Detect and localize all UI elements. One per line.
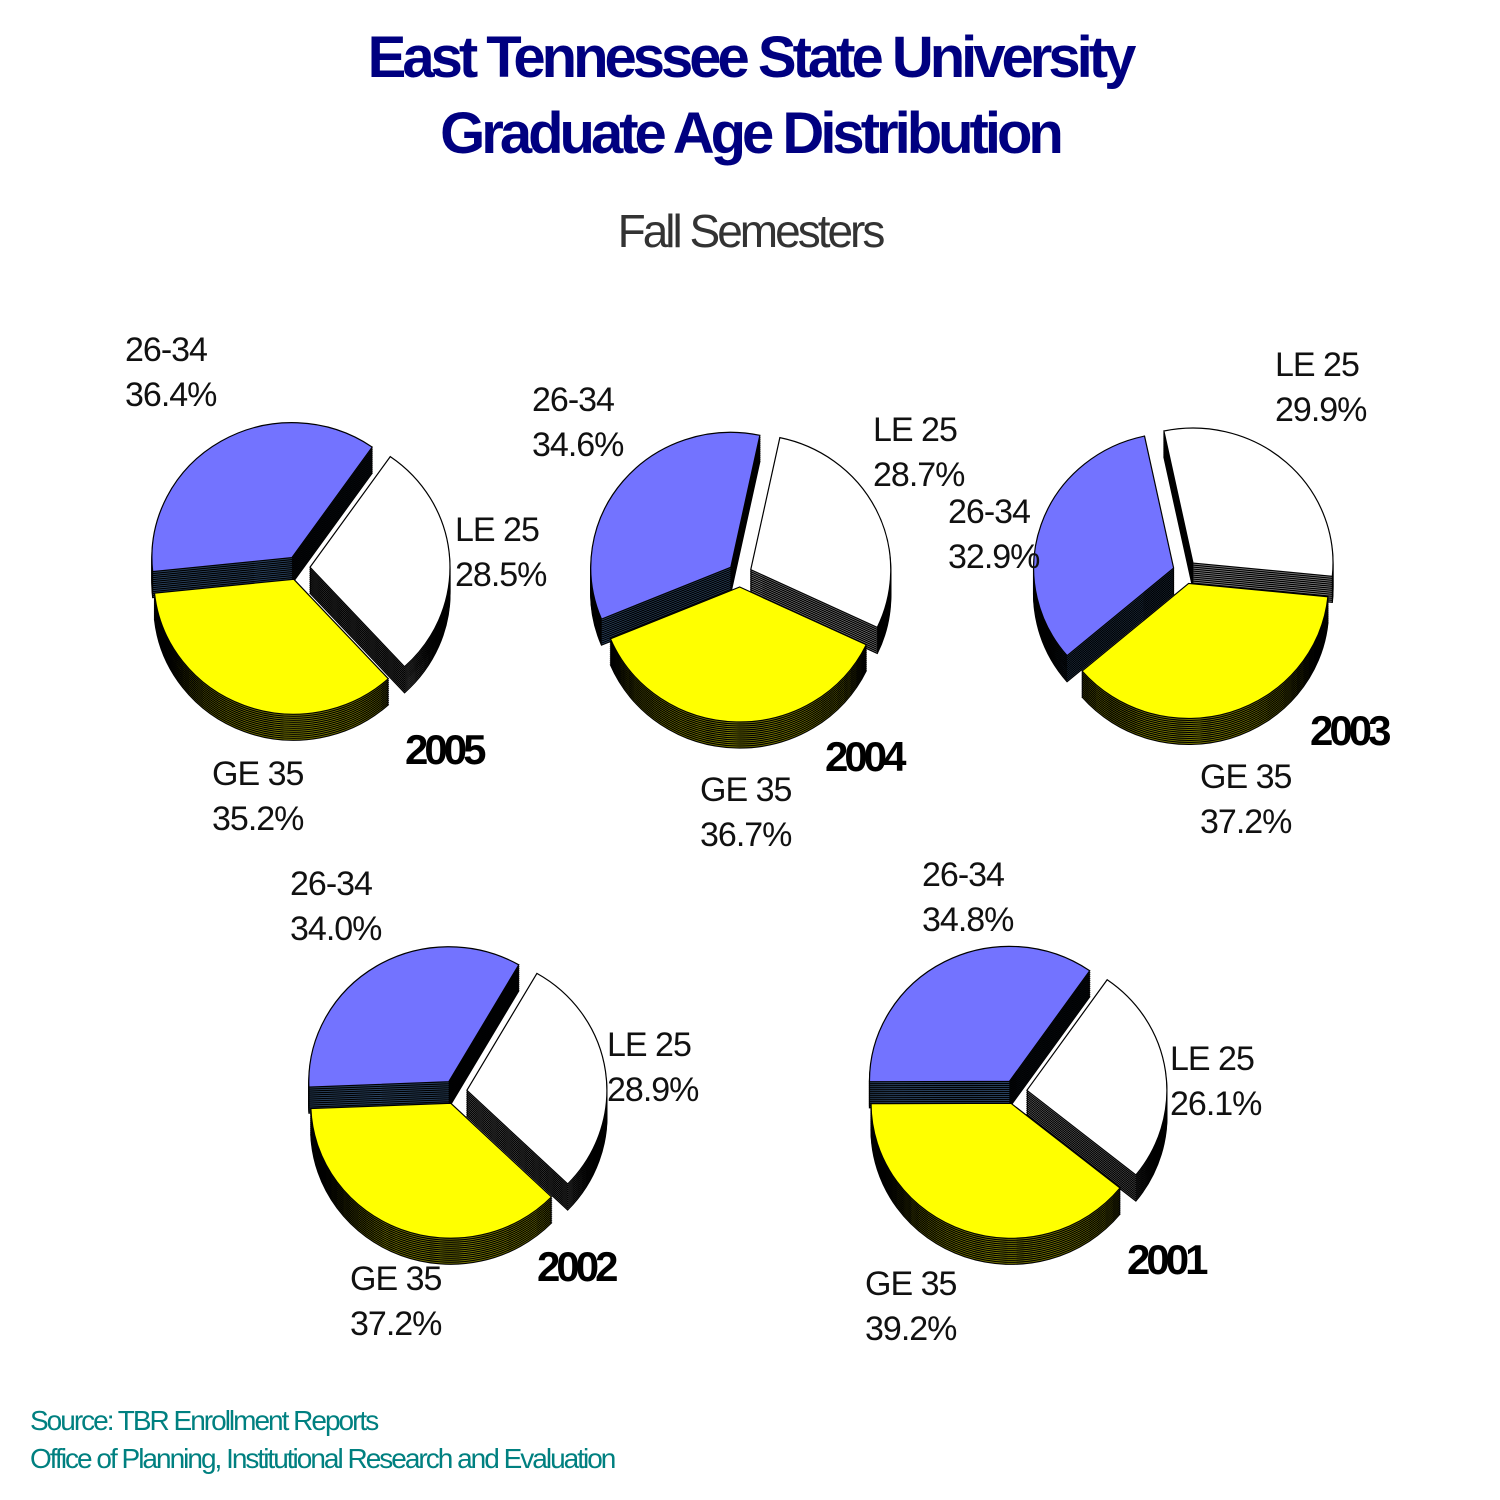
pct: 36.4% bbox=[125, 376, 217, 414]
label-2004-ge35: GE 35 36.7% bbox=[700, 768, 792, 858]
year-2005: 2005 bbox=[405, 726, 486, 773]
label-2005-ge35: GE 35 35.2% bbox=[212, 752, 304, 842]
pct: 37.2% bbox=[350, 1305, 442, 1343]
category: GE 35 bbox=[700, 771, 792, 809]
pct: 39.2% bbox=[865, 1310, 957, 1348]
pie-2001-slice-26-34 bbox=[868, 945, 1091, 1083]
footer-source: Source: TBR Enrollment Reports bbox=[30, 1405, 379, 1436]
label-2005-26-34: 26-34 36.4% bbox=[125, 328, 217, 418]
category: 26-34 bbox=[948, 493, 1031, 531]
pct: 37.2% bbox=[1200, 803, 1292, 841]
title-line-1: East Tennessee State University bbox=[367, 25, 1137, 90]
pct: 29.9% bbox=[1275, 391, 1367, 429]
year-2001: 2001 bbox=[1127, 1236, 1208, 1283]
label-2002-ge35: GE 35 37.2% bbox=[350, 1257, 442, 1347]
pie-2003-slice-ge35 bbox=[1081, 582, 1329, 719]
pie-2003-slice-26-34 bbox=[1033, 435, 1175, 657]
pie-2002-slice-26-34 bbox=[308, 946, 520, 1088]
pie-2001-slice-ge35 bbox=[870, 1102, 1121, 1239]
category: 26-34 bbox=[922, 856, 1005, 894]
footer-office: Office of Planning, Institutional Resear… bbox=[30, 1443, 616, 1474]
label-2004-le25: LE 25 28.7% bbox=[873, 408, 965, 498]
year-2003: 2003 bbox=[1310, 707, 1391, 754]
year-2002: 2002 bbox=[537, 1243, 618, 1290]
pie-2002-slice-ge35 bbox=[310, 1102, 553, 1239]
pct: 28.9% bbox=[607, 1071, 699, 1109]
pct: 34.0% bbox=[290, 910, 382, 948]
pie-2003-slice-le25 bbox=[1163, 427, 1334, 577]
pie-2002-slice-le25 bbox=[466, 972, 608, 1185]
pie-2001-slice-le25 bbox=[1026, 978, 1168, 1176]
label-2001-ge35: GE 35 39.2% bbox=[865, 1262, 957, 1352]
category: LE 25 bbox=[1170, 1040, 1255, 1078]
year-2004: 2004 bbox=[825, 733, 906, 780]
category: LE 25 bbox=[1275, 346, 1360, 384]
label-2003-le25: LE 25 29.9% bbox=[1275, 343, 1367, 433]
label-2004-26-34: 26-34 34.6% bbox=[532, 378, 624, 468]
pct: 26.1% bbox=[1170, 1085, 1262, 1123]
pct: 35.2% bbox=[212, 800, 304, 838]
category: LE 25 bbox=[873, 411, 958, 449]
category: GE 35 bbox=[212, 755, 304, 793]
label-2002-26-34: 26-34 34.0% bbox=[290, 862, 382, 952]
label-2003-26-34: 26-34 32.9% bbox=[948, 490, 1040, 580]
pct: 28.5% bbox=[455, 556, 547, 594]
pie-2004-slice-26-34 bbox=[590, 431, 761, 620]
pie-2004-slice-le25 bbox=[750, 436, 892, 629]
category: 26-34 bbox=[290, 865, 373, 903]
pct: 34.8% bbox=[922, 901, 1014, 939]
label-2001-le25: LE 25 26.1% bbox=[1170, 1037, 1262, 1127]
title-line-2: Graduate Age Distribution bbox=[440, 101, 1064, 166]
pct: 28.7% bbox=[873, 456, 965, 494]
subtitle: Fall Semesters bbox=[617, 205, 886, 257]
pie-2004-slice-ge35 bbox=[609, 586, 868, 723]
pie-2005-slice-ge35 bbox=[153, 578, 390, 715]
label-2001-26-34: 26-34 34.8% bbox=[922, 853, 1014, 943]
label-2005-le25: LE 25 28.5% bbox=[455, 508, 547, 598]
category: 26-34 bbox=[532, 381, 615, 419]
category: LE 25 bbox=[455, 511, 540, 549]
pct: 34.6% bbox=[532, 426, 624, 464]
category: LE 25 bbox=[607, 1026, 692, 1064]
pct: 32.9% bbox=[948, 538, 1040, 576]
label-2002-le25: LE 25 28.9% bbox=[607, 1023, 699, 1113]
label-2003-ge35: GE 35 37.2% bbox=[1200, 755, 1292, 845]
category: GE 35 bbox=[865, 1265, 957, 1303]
category: GE 35 bbox=[1200, 758, 1292, 796]
pct: 36.7% bbox=[700, 816, 792, 854]
category: GE 35 bbox=[350, 1260, 442, 1298]
pie-2005-slice-26-34 bbox=[151, 422, 374, 573]
pie-2005-slice-le25 bbox=[309, 455, 451, 668]
category: 26-34 bbox=[125, 331, 208, 369]
